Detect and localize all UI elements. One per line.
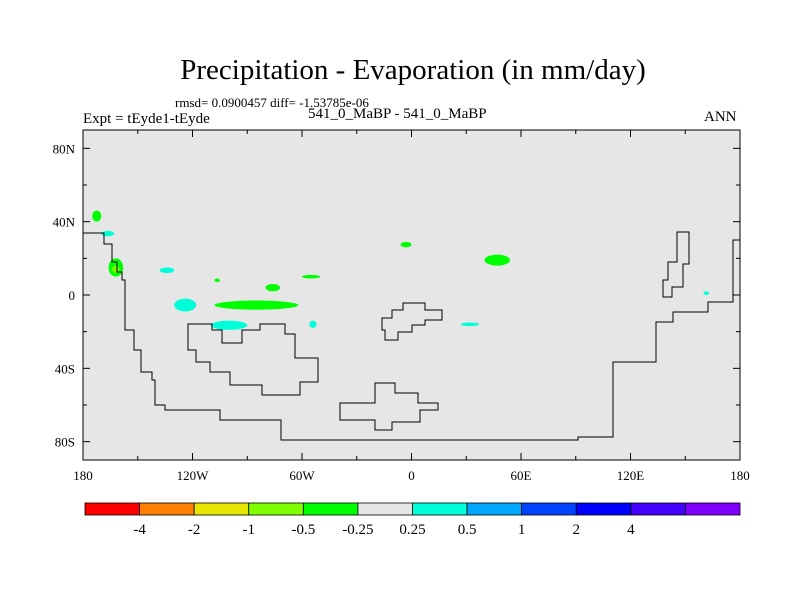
anomaly-patch <box>159 267 175 273</box>
colorbar-label: 0.25 <box>399 522 425 538</box>
y-tick-label: 80S <box>55 435 75 450</box>
x-tick-label: 60W <box>289 468 315 483</box>
colorbar-swatch <box>466 502 523 516</box>
map-background <box>83 130 740 460</box>
y-tick-label: 0 <box>69 288 76 303</box>
colorbar-label: -2 <box>188 522 201 538</box>
coastline-small-landmass <box>381 302 443 341</box>
x-tick-label: 0 <box>408 468 415 483</box>
anomaly-patch <box>460 322 480 327</box>
anomaly-patch <box>92 210 102 222</box>
x-tick-label: 180 <box>730 468 750 483</box>
colorbar-swatch <box>302 502 359 516</box>
colorbar-swatch <box>412 502 468 516</box>
anomaly-patch <box>101 230 115 237</box>
colorbar-swatch <box>248 502 304 516</box>
coastline-southern-island <box>339 382 439 431</box>
anomaly-patch <box>703 291 709 295</box>
anomaly-patch <box>400 241 412 248</box>
anomaly-patch <box>265 284 281 292</box>
x-tick-label: 60E <box>511 468 532 483</box>
colorbar: -4 -2 -1 -0.5 -0.25 0.25 0.5 1 2 4 <box>84 502 741 538</box>
experiment-label: Expt = tEyde1-tEyde <box>83 111 210 127</box>
chart-title: Precipitation - Evaporation (in mm/day) <box>180 54 646 86</box>
anomaly-patch <box>214 300 299 310</box>
colorbar-swatch <box>193 502 250 516</box>
colorbar-label: 0.5 <box>458 522 477 538</box>
colorbar-swatch <box>630 502 686 516</box>
colorbar-label: -0.25 <box>342 522 373 538</box>
coastline-americas-pacific <box>83 232 740 441</box>
x-tick-label: 120E <box>617 468 645 483</box>
axes-layer: 180 120W 60W 0 60E 120E 180 80N 40N 0 40S 80S <box>53 130 750 483</box>
case-label: 541_0_MaBP - 541_0_MaBP <box>308 106 487 122</box>
anomaly-patch <box>112 265 120 274</box>
anomaly-patch <box>210 320 248 330</box>
colorbar-swatch <box>84 502 140 516</box>
coastline-layer <box>83 231 740 441</box>
anomaly-patch <box>484 254 511 266</box>
anomaly-patch <box>302 274 321 279</box>
colorbar-label: -4 <box>133 522 146 538</box>
y-tick-label: 40S <box>55 361 75 376</box>
x-tick-label: 180 <box>73 468 93 483</box>
y-tick-label: 40N <box>53 215 76 230</box>
y-tick-label: 80N <box>53 141 76 156</box>
colorbar-label: 1 <box>518 522 526 538</box>
colorbar-label: -0.5 <box>291 522 315 538</box>
colorbar-swatch <box>357 502 413 516</box>
anomaly-patch <box>214 278 220 283</box>
coastline-africa <box>187 323 319 396</box>
colorbar-swatch <box>575 502 632 516</box>
rmsd-diff-label: rmsd= 0.0900457 diff= -1.53785e-06 <box>175 95 369 110</box>
colorbar-swatch <box>521 502 577 516</box>
season-label: ANN <box>704 109 737 125</box>
x-tick-label: 120W <box>177 468 210 483</box>
anomaly-patch <box>174 298 197 312</box>
colorbar-label: 2 <box>573 522 581 538</box>
colorbar-label: -1 <box>243 522 256 538</box>
colorbar-swatch <box>139 502 195 516</box>
colorbar-label: 4 <box>627 522 635 538</box>
anomaly-patch <box>309 320 317 329</box>
coastline-east-asia <box>662 231 690 298</box>
colorbar-swatch <box>685 502 741 516</box>
